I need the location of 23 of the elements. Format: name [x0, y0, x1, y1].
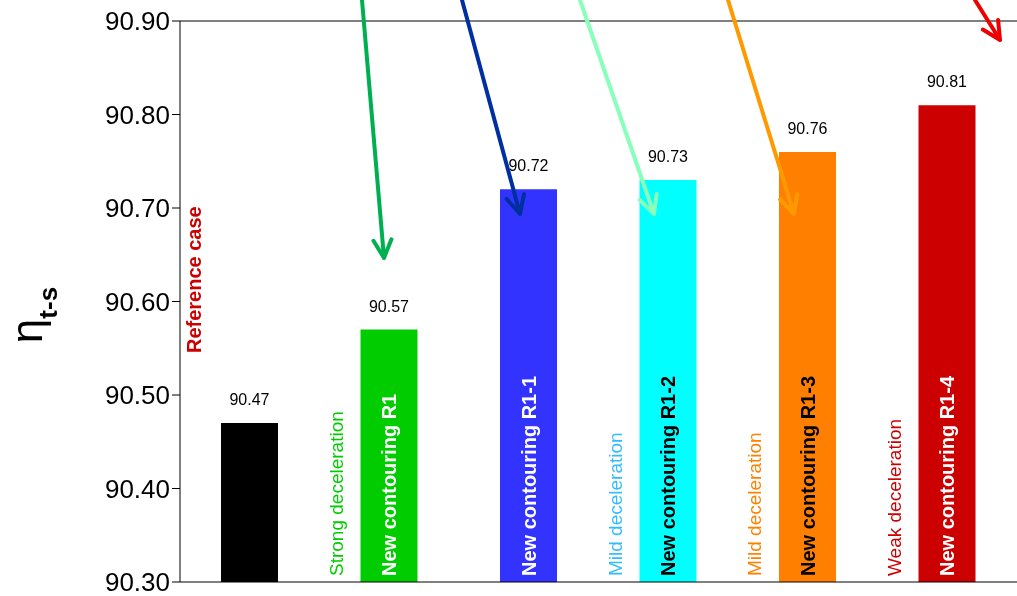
x-tick-label: New contouring R1-4 — [936, 375, 958, 576]
data-label: 90.72 — [508, 157, 549, 175]
y-tick-label: 90.30 — [104, 567, 170, 596]
data-label: 90.73 — [647, 147, 689, 165]
x-tick-label: Reference case — [183, 206, 205, 354]
y-tick-label: 90.70 — [104, 193, 170, 224]
y-tick-label: 90.50 — [104, 380, 170, 411]
annotation: Strong deceleration — [325, 411, 347, 576]
data-label: 90.47 — [229, 391, 270, 409]
y-tick-label: 90.40 — [104, 473, 170, 504]
x-tick-label: New contouring R1 — [378, 393, 400, 576]
annotation: Mild deceleration — [604, 432, 626, 576]
x-tick-label: New contouring R1-2 — [657, 375, 679, 576]
data-label: 90.57 — [368, 297, 410, 315]
y-tick-label: 90.80 — [104, 99, 170, 130]
annotation: Weak deceleration — [883, 418, 905, 576]
y-tick-label: 90.90 — [104, 6, 170, 37]
y-tick-label: 90.60 — [104, 286, 170, 317]
data-label: 90.81 — [926, 73, 968, 91]
x-tick-label: New contouring R1-3 — [796, 375, 819, 576]
x-tick-label: New contouring R1-1 — [517, 375, 540, 576]
annotation: Mild deceleration — [744, 432, 765, 576]
data-label: 90.76 — [787, 119, 828, 137]
